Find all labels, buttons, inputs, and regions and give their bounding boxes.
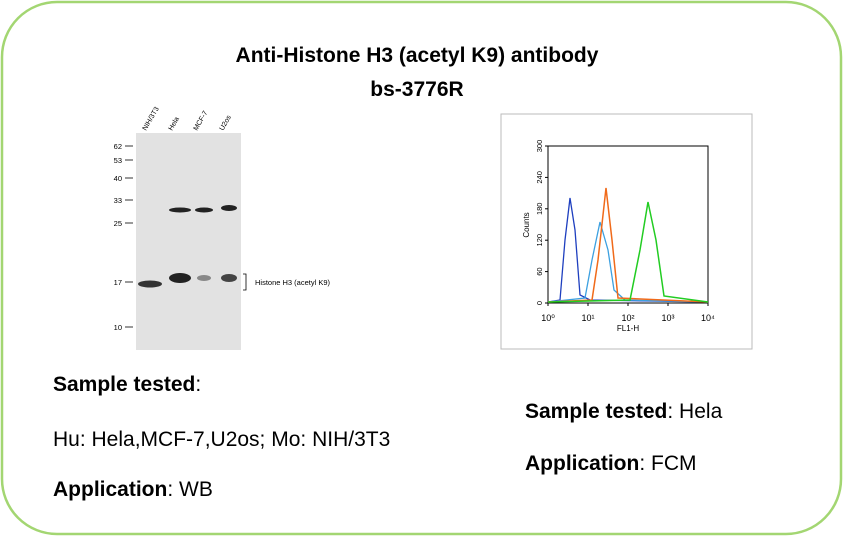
western-blot: Histone H3 (acetyl K9) — [136, 133, 331, 350]
y-tick-label: 120 — [535, 234, 544, 247]
left-application: Application: WB — [53, 478, 213, 502]
y-axis-label: Counts — [522, 212, 531, 237]
value: : — [195, 373, 202, 396]
marker-label: 17 — [114, 278, 122, 287]
curve-control — [547, 197, 709, 303]
left-sample: Sample tested: — [53, 373, 201, 397]
marker-label: 53 — [114, 156, 122, 165]
flow-box — [500, 113, 753, 350]
x-tick-label: 10¹ — [581, 313, 594, 323]
y-tick-label: 180 — [535, 203, 544, 216]
value: : Hela — [667, 400, 723, 423]
band-label: Histone H3 (acetyl K9) — [255, 278, 331, 287]
flow-panel: Counts FL1-H — [500, 113, 753, 350]
label: Sample tested — [525, 400, 668, 423]
y-tick-label: 240 — [535, 171, 544, 184]
marker-label: 10 — [114, 323, 122, 332]
value: : FCM — [639, 452, 697, 475]
marker-label: 62 — [114, 142, 122, 151]
x-tick-label: 10² — [621, 313, 634, 323]
right-sample: Sample tested: Hela — [525, 400, 722, 424]
label: Application — [525, 452, 640, 475]
left-species: Hu: Hela,MCF-7,U2os; Mo: NIH/3T3 — [53, 428, 391, 451]
x-tick-label: 10³ — [661, 313, 674, 323]
label: Sample tested — [53, 373, 196, 396]
y-tick-label: 60 — [535, 267, 544, 275]
label: Application — [53, 478, 168, 501]
bands — [138, 205, 237, 288]
right-application: Application: FCM — [525, 452, 697, 476]
x-tick-label: 10⁰ — [541, 313, 555, 323]
blot-membrane — [136, 133, 241, 350]
marker-label: 40 — [114, 174, 122, 183]
curve-secondary — [547, 187, 709, 303]
marker-label: 33 — [114, 196, 122, 205]
x-axis-label: FL1-H — [617, 324, 639, 333]
curve-antibody — [547, 201, 709, 303]
y-tick-label: 300 — [535, 140, 544, 153]
x-tick-label: 10⁴ — [701, 313, 715, 323]
band-bracket — [243, 273, 247, 291]
marker-label: 25 — [114, 219, 122, 228]
y-tick-label: 0 — [535, 301, 544, 305]
catalog-number: bs-3776R — [370, 78, 463, 101]
title: Anti-Histone H3 (acetyl K9) antibody — [236, 44, 599, 67]
value: : WB — [167, 478, 213, 501]
